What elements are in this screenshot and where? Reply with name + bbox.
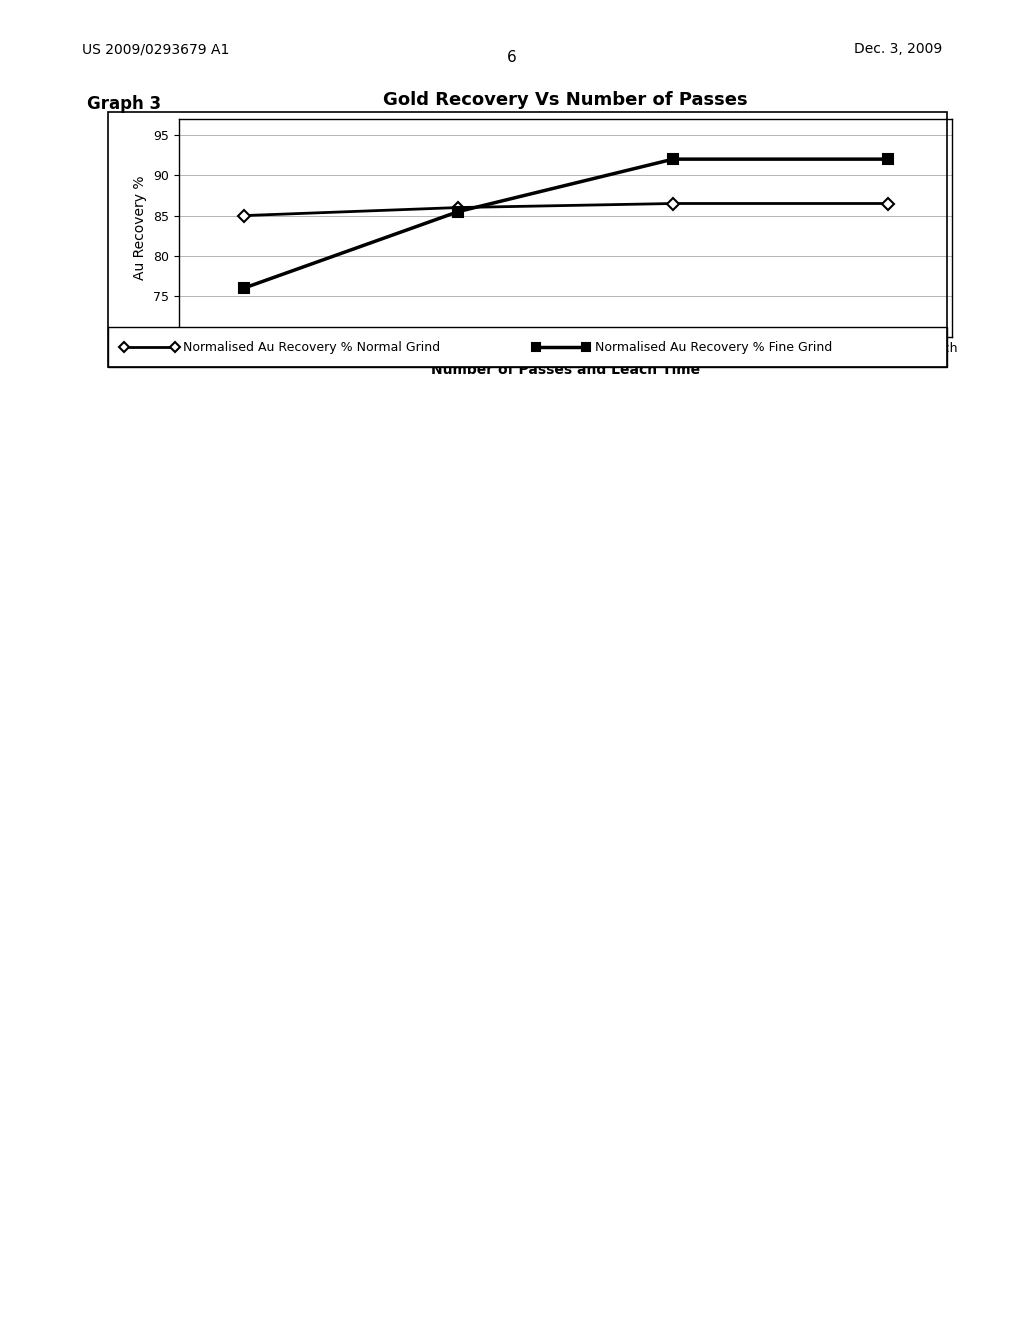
FancyBboxPatch shape xyxy=(108,327,947,367)
Text: Graph 3: Graph 3 xyxy=(87,95,161,114)
Title: Gold Recovery Vs Number of Passes: Gold Recovery Vs Number of Passes xyxy=(383,91,749,110)
Text: 6: 6 xyxy=(507,50,517,65)
Text: Normalised Au Recovery % Fine Grind: Normalised Au Recovery % Fine Grind xyxy=(595,341,831,354)
Text: Normalised Au Recovery % Normal Grind: Normalised Au Recovery % Normal Grind xyxy=(183,341,440,354)
X-axis label: Number of Passes and Leach Time: Number of Passes and Leach Time xyxy=(431,363,700,378)
Y-axis label: Au Recovery %: Au Recovery % xyxy=(132,176,146,280)
Text: Dec. 3, 2009: Dec. 3, 2009 xyxy=(854,42,942,57)
Text: US 2009/0293679 A1: US 2009/0293679 A1 xyxy=(82,42,229,57)
